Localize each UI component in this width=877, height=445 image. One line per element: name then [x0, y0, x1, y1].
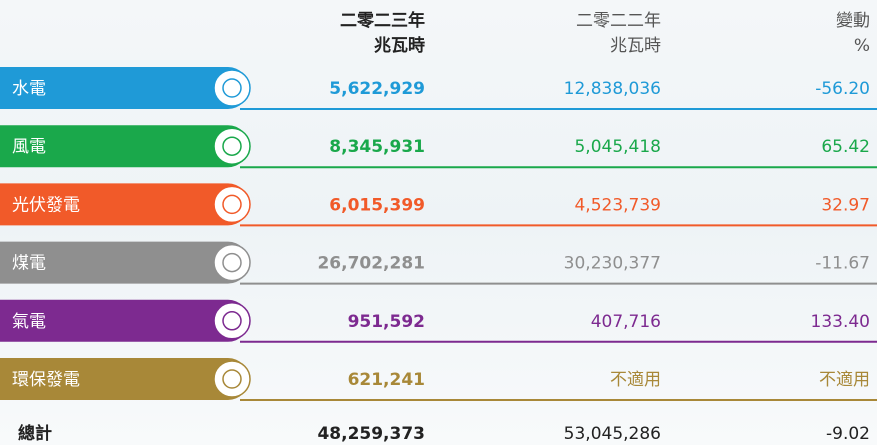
- cell: 951,592: [348, 312, 425, 332]
- icon-badge: [214, 70, 250, 106]
- cell: 621,241: [348, 370, 425, 390]
- cell: 5,622,929: [329, 79, 425, 99]
- icon-badge: [214, 128, 250, 164]
- cell: 133.40: [811, 312, 870, 332]
- cell: 4,523,739: [574, 195, 661, 215]
- cell: 6,015,399: [329, 195, 425, 215]
- cell: 8,345,931: [329, 137, 425, 157]
- row-label: 水電: [12, 79, 46, 99]
- icon-badge: [214, 303, 250, 339]
- cell: 407,716: [591, 312, 661, 332]
- column-header: 變動: [836, 11, 870, 31]
- column-header: 二零二三年: [340, 10, 425, 31]
- cell: 不適用: [610, 370, 661, 390]
- cell: 26,702,281: [317, 254, 425, 274]
- cell: 5,045,418: [574, 137, 661, 157]
- row-label: 環保發電: [12, 370, 80, 390]
- column-header: 二零二二年: [576, 11, 661, 31]
- column-unit: 兆瓦時: [374, 35, 425, 56]
- column-unit: 兆瓦時: [610, 36, 661, 56]
- column-unit: %: [854, 36, 870, 56]
- cell: 30,230,377: [564, 254, 661, 274]
- icon-badge: [214, 186, 250, 222]
- total-cell: 53,045,286: [564, 424, 661, 444]
- cell: 65.42: [821, 137, 870, 157]
- row-label: 風電: [12, 137, 46, 157]
- cell: -11.67: [815, 254, 870, 274]
- cell: 32.97: [821, 195, 870, 215]
- infographic: 二零二三年兆瓦時 二零二二年兆瓦時 變動% 水電 5,622,929 12,838,03…: [0, 0, 877, 445]
- total-label: 總計: [18, 423, 52, 444]
- icon-badge: [214, 245, 250, 281]
- row-label: 光伏發電: [12, 195, 80, 215]
- row-label: 氣電: [12, 312, 46, 332]
- cell: 不適用: [819, 370, 870, 390]
- row-label: 煤電: [12, 254, 46, 274]
- icon-badge: [214, 361, 250, 397]
- cell: -56.20: [815, 79, 870, 99]
- cell: 12,838,036: [564, 79, 661, 99]
- total-cell: -9.02: [826, 424, 870, 444]
- total-cell: 48,259,373: [317, 424, 425, 444]
